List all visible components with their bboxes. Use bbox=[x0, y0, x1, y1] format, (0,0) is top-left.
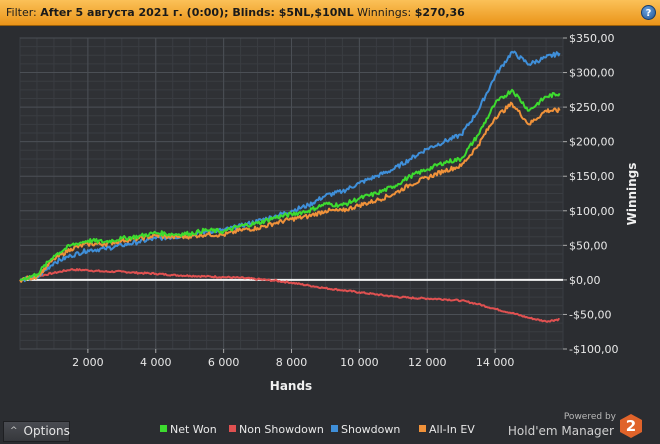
filter-bar: Filter: After 5 августа 2021 г. (0:00); … bbox=[0, 0, 660, 26]
legend-label: All-In EV bbox=[429, 423, 475, 436]
y-tick-label: $100,00 bbox=[569, 205, 615, 218]
y-axis-label: Winnings bbox=[625, 163, 639, 226]
y-tick-label: -$50,00 bbox=[569, 308, 611, 321]
legend-swatch bbox=[419, 425, 426, 432]
x-tick-label: 8 000 bbox=[276, 356, 308, 369]
legend-label: Net Won bbox=[170, 423, 217, 436]
x-tick-label: 10 000 bbox=[340, 356, 379, 369]
x-tick-label: 12 000 bbox=[408, 356, 447, 369]
legend-swatch bbox=[229, 425, 236, 432]
x-axis-label: Hands bbox=[270, 379, 312, 393]
x-tick-label: 6 000 bbox=[208, 356, 240, 369]
x-tick-label: 2 000 bbox=[72, 356, 104, 369]
filter-prefix: Filter: bbox=[6, 6, 37, 19]
legend-label: Non Showdown bbox=[239, 423, 324, 436]
filter-criteria: After 5 августа 2021 г. (0:00); Blinds: … bbox=[40, 6, 354, 19]
winnings-value: $270,36 bbox=[414, 6, 465, 19]
y-tick-label: -$100,00 bbox=[569, 343, 618, 356]
y-tick-label: $50,00 bbox=[569, 239, 608, 252]
hm2-logo-icon: 2 bbox=[620, 414, 642, 438]
brand-name: Hold'em Manager bbox=[507, 424, 614, 438]
series-line-showdown bbox=[19, 50, 561, 283]
y-tick-label: $250,00 bbox=[569, 101, 615, 114]
winnings-label: Winnings: bbox=[357, 6, 412, 19]
y-tick-label: $150,00 bbox=[569, 170, 615, 183]
options-button[interactable]: ^ Options bbox=[3, 421, 70, 442]
series-line-non-showdown bbox=[19, 268, 560, 323]
help-icon[interactable]: ? bbox=[641, 5, 656, 20]
legend-swatch bbox=[160, 425, 167, 432]
legend-swatch bbox=[331, 425, 338, 432]
caret-up-icon: ^ bbox=[10, 426, 18, 436]
winnings-chart: -$100,00 -$50,00 $0,00 $50,00 $100,00 $150,00… bbox=[19, 32, 639, 436]
powered-by-text: Powered by bbox=[563, 412, 616, 422]
branding: Powered by Hold'em Manager 2 bbox=[507, 412, 642, 439]
y-tick-label: $300,00 bbox=[569, 67, 615, 80]
y-tick-label: $0,00 bbox=[569, 274, 601, 287]
x-tick-label: 14 000 bbox=[476, 356, 515, 369]
series-line-net-won bbox=[19, 88, 561, 281]
x-tick-label: 4 000 bbox=[140, 356, 172, 369]
options-label: Options bbox=[23, 424, 70, 438]
y-tick-label: $350,00 bbox=[569, 32, 615, 45]
y-tick-label: $200,00 bbox=[569, 136, 615, 149]
legend-label: Showdown bbox=[341, 423, 400, 436]
